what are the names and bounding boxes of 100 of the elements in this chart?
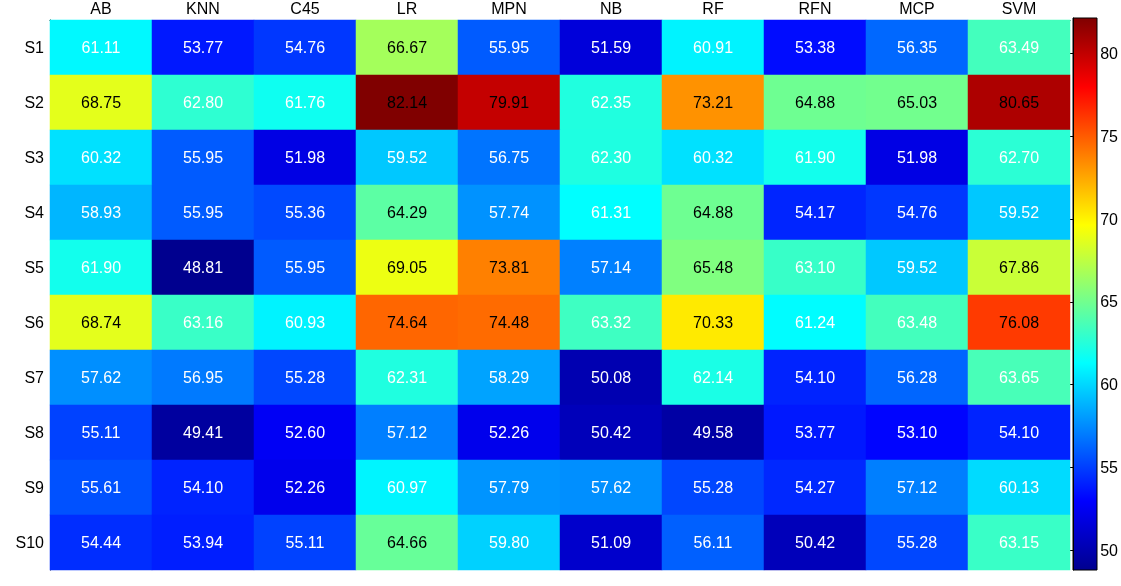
data-label: 53.38 [794, 39, 836, 56]
data-label: 63.10 [794, 259, 836, 276]
data-label: 73.81 [488, 259, 530, 276]
color-bar-label: 75 [1100, 127, 1119, 145]
data-label: 51.09 [590, 534, 632, 551]
data-label: 55.11 [285, 534, 325, 551]
data-label: 56.35 [896, 39, 938, 56]
data-label: 55.61 [80, 479, 122, 496]
data-label: 64.88 [692, 204, 734, 221]
data-label: 57.62 [590, 479, 632, 496]
data-label: 55.95 [182, 149, 224, 166]
data-label: 57.74 [488, 204, 530, 221]
data-label: 49.58 [692, 424, 734, 441]
data-label: 51.59 [590, 39, 632, 56]
data-label: 74.64 [386, 314, 428, 331]
data-label: 57.12 [386, 424, 428, 441]
data-label: 64.29 [386, 204, 428, 221]
data-label: 67.86 [998, 259, 1040, 276]
data-label: 57.14 [590, 259, 632, 276]
x-tick-label: RF [702, 0, 724, 17]
data-label: 49.41 [182, 424, 224, 441]
data-label: 55.36 [284, 204, 326, 221]
x-tick-label: NB [599, 0, 623, 17]
data-label: 55.95 [488, 39, 530, 56]
data-label: 60.91 [692, 39, 734, 56]
data-label: 63.32 [590, 314, 632, 331]
data-label: 62.31 [386, 369, 428, 386]
data-label: 61.76 [284, 94, 326, 111]
data-label: 51.98 [896, 149, 938, 166]
data-label: 59.52 [896, 259, 938, 276]
data-label: 59.80 [488, 534, 530, 551]
color-bar-label: 50 [1100, 541, 1119, 559]
data-label: 73.21 [692, 94, 734, 111]
x-tick-label: RFN [798, 0, 832, 17]
y-tick-label: S5 [24, 259, 45, 276]
data-label: 63.15 [998, 534, 1040, 551]
data-label: 61.11 [81, 39, 121, 56]
data-label: 57.62 [80, 369, 122, 386]
data-label: 69.05 [386, 259, 428, 276]
data-label: 55.28 [692, 479, 734, 496]
data-label: 61.90 [80, 259, 122, 276]
data-label: 51.98 [284, 149, 326, 166]
data-label: 74.48 [488, 314, 530, 331]
data-label: 63.49 [998, 39, 1040, 56]
data-label: 55.11 [81, 424, 121, 441]
color-bar-label: 60 [1100, 376, 1119, 394]
data-label: 50.42 [794, 534, 836, 551]
data-label: 48.81 [182, 259, 224, 276]
data-label: 58.93 [80, 204, 122, 221]
data-label: 53.10 [896, 424, 938, 441]
data-label: 79.91 [488, 94, 530, 111]
data-label: 65.03 [896, 94, 938, 111]
data-label: 63.48 [896, 314, 938, 331]
data-label: 50.08 [590, 369, 632, 386]
data-label: 60.32 [692, 149, 734, 166]
data-label: 62.80 [182, 94, 224, 111]
data-label: 55.28 [896, 534, 938, 551]
data-label: 64.66 [386, 534, 428, 551]
data-label: 59.52 [386, 149, 428, 166]
data-label: 56.75 [488, 149, 530, 166]
data-label: 70.33 [692, 314, 734, 331]
data-label: 54.10 [182, 479, 224, 496]
data-label: 60.32 [80, 149, 122, 166]
data-label: 61.31 [590, 204, 632, 221]
data-label: 60.93 [284, 314, 326, 331]
data-label: 62.35 [590, 94, 632, 111]
data-label: 55.95 [284, 259, 326, 276]
data-label: 60.13 [998, 479, 1040, 496]
data-label: 63.16 [182, 314, 224, 331]
y-tick-label: S4 [24, 204, 45, 221]
y-tick-label: S3 [24, 149, 45, 166]
data-label: 68.74 [80, 314, 122, 331]
data-label: 57.79 [488, 479, 530, 496]
data-label: 55.28 [284, 369, 326, 386]
data-label: 61.90 [794, 149, 836, 166]
data-label: 62.14 [692, 369, 734, 386]
data-label: 52.26 [284, 479, 326, 496]
x-tick-label: LR [396, 0, 418, 17]
data-label: 57.12 [896, 479, 938, 496]
data-label: 54.17 [794, 204, 836, 221]
color-bar-label: 55 [1100, 458, 1119, 476]
x-tick-label: SVM [1001, 0, 1037, 17]
y-tick-label: S2 [24, 94, 45, 111]
x-tick-label: KNN [186, 0, 220, 17]
data-label: 52.26 [488, 424, 530, 441]
data-label: 68.75 [80, 94, 122, 111]
data-label: 54.44 [80, 534, 122, 551]
data-label: 60.97 [386, 479, 428, 496]
data-label: 82.14 [386, 94, 428, 111]
y-tick-label: S10 [15, 534, 45, 551]
data-label: 62.30 [590, 149, 632, 166]
data-label: 54.27 [794, 479, 836, 496]
data-label: 54.76 [896, 204, 938, 221]
data-label: 56.28 [896, 369, 938, 386]
color-bar-label: 80 [1100, 44, 1119, 62]
data-label: 53.77 [794, 424, 836, 441]
data-label: 52.60 [284, 424, 326, 441]
y-tick-label: S6 [24, 314, 45, 331]
data-label: 66.67 [386, 39, 428, 56]
x-tick-label: C45 [290, 0, 320, 17]
